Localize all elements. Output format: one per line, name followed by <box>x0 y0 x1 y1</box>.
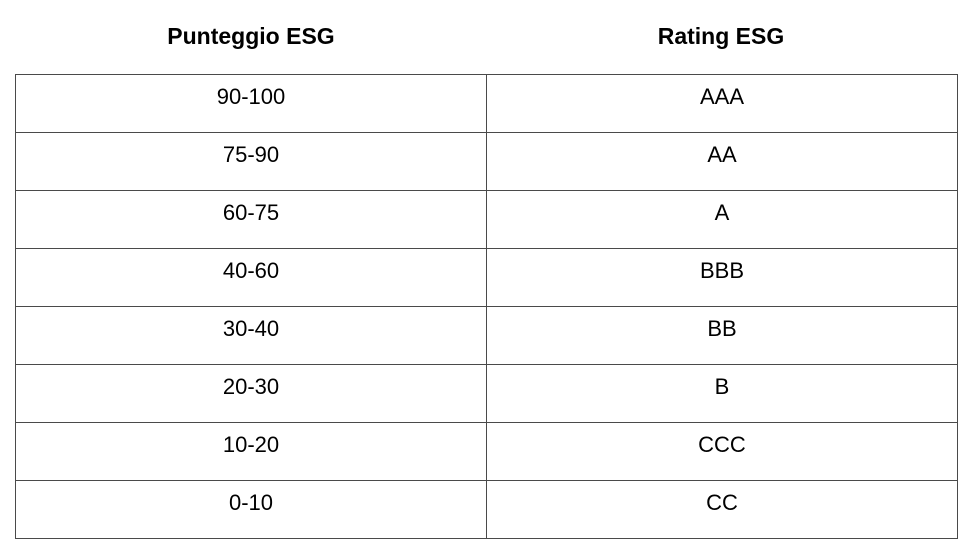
rating-value: AAA <box>699 84 745 109</box>
score-cell: 20-30 <box>15 364 487 423</box>
rating-value: BB <box>707 316 737 341</box>
rating-value: CCC <box>698 432 746 457</box>
rating-cell: BB <box>486 306 958 365</box>
rating-cell: AAA <box>486 74 958 133</box>
table-header: Punteggio ESG Rating ESG <box>16 16 956 56</box>
score-cell: 40-60 <box>15 248 487 307</box>
header-score: Punteggio ESG <box>167 22 335 49</box>
esg-rating-table: 90-100 AAA 75-90 AA 60-75 A 40-60 BBB 30… <box>15 74 958 539</box>
rating-value: CC <box>706 490 738 515</box>
score-value: 20-30 <box>222 374 280 399</box>
score-cell: 30-40 <box>15 306 487 365</box>
score-cell: 10-20 <box>15 422 487 481</box>
score-value: 10-20 <box>222 432 280 457</box>
table-row: 0-10 CC <box>15 480 958 539</box>
rating-cell: BBB <box>486 248 958 307</box>
score-value: 30-40 <box>222 316 280 341</box>
table-row: 75-90 AA <box>15 132 958 191</box>
score-cell: 90-100 <box>15 74 487 133</box>
score-value: 0-10 <box>228 490 274 515</box>
table-row: 90-100 AAA <box>15 74 958 133</box>
score-cell: 75-90 <box>15 132 487 191</box>
rating-cell: B <box>486 364 958 423</box>
score-cell: 60-75 <box>15 190 487 249</box>
table-row: 30-40 BB <box>15 306 958 365</box>
rating-cell: A <box>486 190 958 249</box>
score-value: 60-75 <box>222 200 280 225</box>
rating-value: BBB <box>699 258 745 283</box>
table-row: 40-60 BBB <box>15 248 958 307</box>
score-cell: 0-10 <box>15 480 487 539</box>
rating-cell: CCC <box>486 422 958 481</box>
rating-cell: CC <box>486 480 958 539</box>
rating-cell: AA <box>486 132 958 191</box>
header-rating: Rating ESG <box>657 22 785 49</box>
table-row: 20-30 B <box>15 364 958 423</box>
rating-value: AA <box>707 142 737 167</box>
table-row: 60-75 A <box>15 190 958 249</box>
rating-value: A <box>714 200 730 225</box>
score-value: 90-100 <box>216 84 286 109</box>
rating-value: B <box>714 374 730 399</box>
score-value: 40-60 <box>222 258 280 283</box>
table-row: 10-20 CCC <box>15 422 958 481</box>
score-value: 75-90 <box>222 142 280 167</box>
